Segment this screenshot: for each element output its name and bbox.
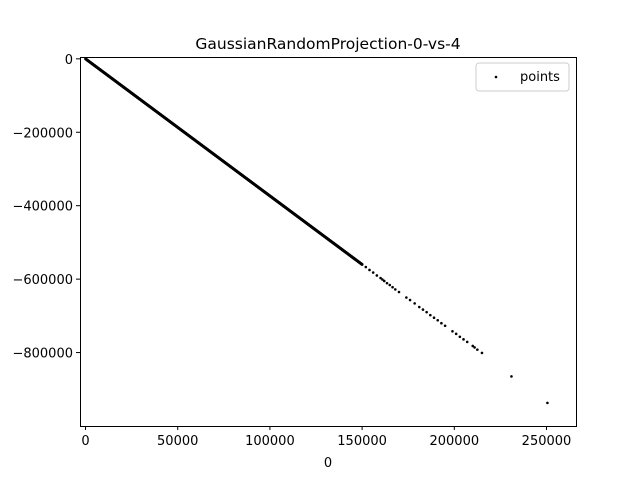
x-tick-label: 50000 (157, 434, 198, 449)
scatter-point (364, 265, 368, 269)
scatter-point (443, 324, 447, 328)
chart-title: GaussianRandomProjection-0-vs-4 (195, 35, 460, 53)
scatter-point (385, 281, 389, 285)
scatter-point (425, 310, 428, 314)
x-tick-label: 0 (81, 434, 89, 449)
y-tick-label: −400000 (12, 200, 73, 215)
scatter-point (429, 313, 432, 317)
scatter-point (440, 321, 443, 325)
legend-marker (494, 75, 498, 79)
scatter-point (546, 401, 549, 405)
scatter-point (405, 296, 408, 299)
x-tick-label: 100000 (245, 434, 295, 449)
scatter-point (382, 279, 386, 283)
scatter-point (413, 302, 416, 305)
scatter-point (388, 283, 392, 287)
scatter-point (371, 271, 375, 274)
scatter-point (397, 290, 401, 294)
x-tick-label: 200000 (429, 434, 479, 449)
scatter-point (462, 338, 465, 341)
legend: points (475, 62, 570, 92)
scatter-point (471, 344, 475, 348)
plot-area (84, 57, 549, 405)
scatter-point (360, 263, 364, 266)
plot-frame (80, 57, 577, 427)
scatter-point (436, 318, 440, 322)
scatter-point (368, 268, 371, 272)
scatter-point (375, 274, 379, 277)
scatter-point (421, 308, 425, 311)
scatter-point (391, 285, 394, 289)
scatter-point (379, 276, 382, 280)
y-tick-label: 0 (65, 53, 73, 68)
scatter-point (510, 375, 513, 378)
scatter-point (473, 346, 476, 349)
scatter-point (408, 298, 412, 302)
legend-box (475, 62, 570, 92)
scatter-point (458, 335, 462, 339)
x-axis-label: 0 (324, 456, 332, 471)
legend-label: points (520, 70, 560, 85)
x-axis: 0 50000 100000 150000 200000 250000 (81, 426, 571, 449)
scatter-point (451, 329, 454, 333)
y-tick-label: −200000 (12, 126, 73, 141)
x-tick-label: 250000 (522, 434, 572, 449)
y-axis: 0 −200000 −400000 −600000 −800000 (12, 53, 80, 362)
scatter-point (476, 348, 479, 351)
scatter-point (454, 332, 458, 336)
scatter-point (381, 278, 384, 281)
x-tick-label: 150000 (337, 434, 387, 449)
y-tick-label: −800000 (12, 347, 73, 362)
y-tick-label: −600000 (12, 273, 73, 288)
scatter-point (417, 305, 421, 309)
scatter-point (465, 340, 469, 344)
scatter-point (394, 288, 397, 291)
scatter-point (432, 316, 436, 319)
scatter-point (480, 351, 484, 355)
